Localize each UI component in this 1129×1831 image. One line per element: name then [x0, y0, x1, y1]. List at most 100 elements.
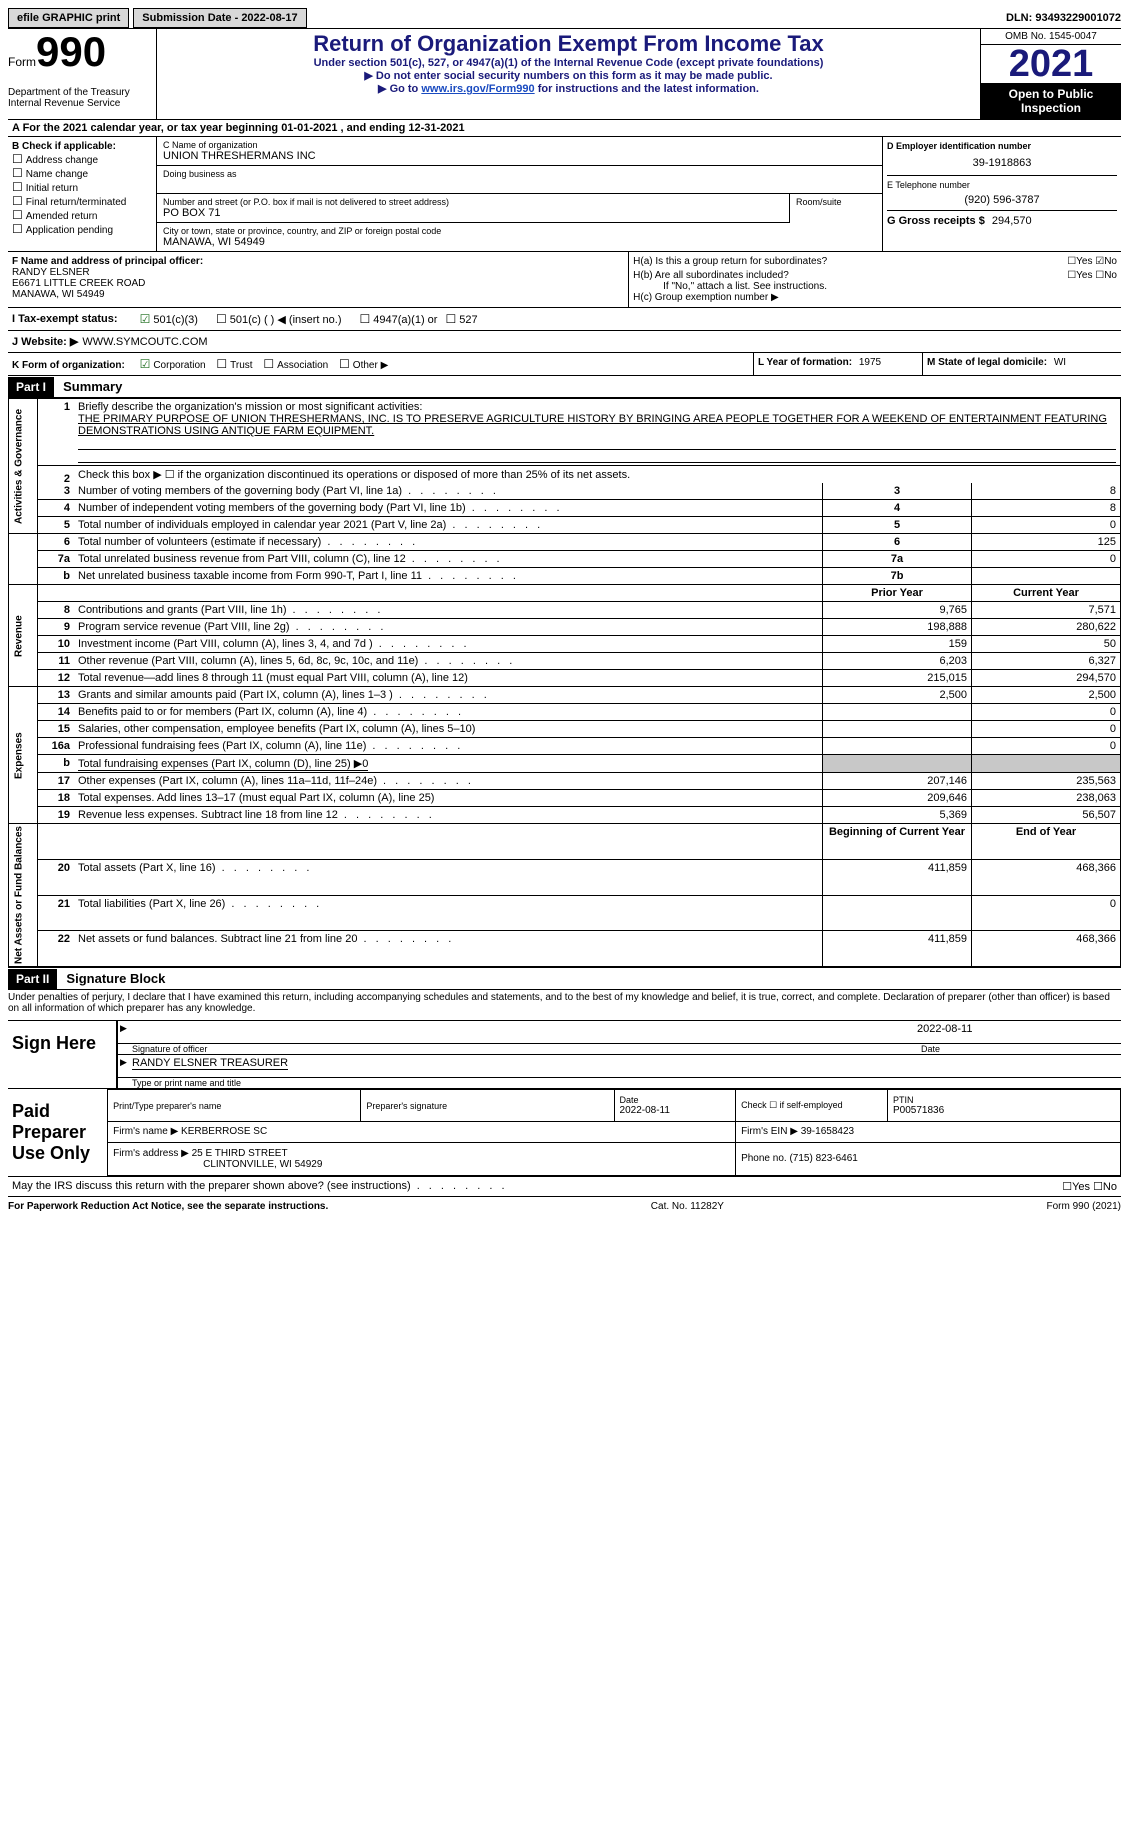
hb-note: If "No," attach a list. See instructions… — [633, 281, 1117, 292]
part2-title: Signature Block — [60, 968, 171, 989]
end-year-header: End of Year — [972, 824, 1121, 860]
part1-title: Summary — [57, 376, 128, 397]
sig-officer-label: Signature of officer — [132, 1044, 921, 1054]
form-number: 990 — [36, 28, 106, 75]
paperwork-notice: For Paperwork Reduction Act Notice, see … — [8, 1201, 328, 1212]
website-value: WWW.SYMCOUTC.COM — [82, 336, 207, 348]
501c3-checkbox[interactable]: 501(c)(3) — [140, 312, 198, 326]
vlabel-revenue: Revenue — [9, 585, 38, 687]
room-label: Room/suite — [796, 197, 876, 207]
vlabel-governance: Activities & Governance — [9, 399, 38, 534]
prep-name-label: Print/Type preparer's name — [113, 1101, 355, 1111]
firm-ein-label: Firm's EIN ▶ — [741, 1126, 801, 1137]
current-year-header: Current Year — [972, 585, 1121, 602]
efile-print-button[interactable]: efile GRAPHIC print — [8, 8, 129, 28]
ha-yes-no: ☐Yes ☑No — [1067, 256, 1117, 267]
gov-3-text: Number of voting members of the governin… — [74, 483, 823, 500]
street-label: Number and street (or P.O. box if mail i… — [163, 197, 783, 207]
paid-preparer-label: Paid Preparer Use Only — [8, 1089, 107, 1176]
col-b-label: B Check if applicable: — [12, 141, 148, 152]
street-address: PO BOX 71 — [163, 207, 783, 219]
firm-phone-label: Phone no. — [741, 1153, 789, 1164]
prep-sig-label: Preparer's signature — [366, 1101, 608, 1111]
gross-receipts-label: G Gross receipts $ — [887, 215, 988, 227]
form-subtitle: Under section 501(c), 527, or 4947(a)(1)… — [163, 57, 974, 69]
officer-label: F Name and address of principal officer: — [12, 256, 203, 267]
form-footer: Form 990 (2021) — [1047, 1201, 1121, 1212]
discuss-question: May the IRS discuss this return with the… — [12, 1180, 508, 1193]
org-name-label: C Name of organization — [163, 140, 876, 150]
website-label: J Website: ▶ — [12, 335, 78, 348]
irs-link[interactable]: www.irs.gov/Form990 — [421, 83, 534, 95]
firm-name: KERBERROSE SC — [181, 1126, 267, 1137]
tax-status-label: I Tax-exempt status: — [12, 313, 118, 325]
line1-num: 1 — [38, 399, 75, 466]
form-title: Return of Organization Exempt From Incom… — [163, 31, 974, 57]
trust-checkbox[interactable]: Trust — [216, 360, 252, 371]
check-address-change[interactable]: Address change — [12, 152, 152, 166]
mission-text: THE PRIMARY PURPOSE OF UNION THRESHERMAN… — [78, 413, 1107, 437]
instr-no-ssn: ▶ Do not enter social security numbers o… — [163, 69, 974, 82]
city-label: City or town, state or province, country… — [163, 226, 876, 236]
part1-header: Part I — [8, 377, 54, 397]
hb-label: H(b) Are all subordinates included? — [633, 270, 789, 281]
line1-label: Briefly describe the organization's miss… — [78, 401, 422, 413]
submission-date-button[interactable]: Submission Date - 2022-08-17 — [133, 8, 306, 28]
check-name-change[interactable]: Name change — [12, 166, 152, 180]
dept-label: Department of the Treasury Internal Reve… — [8, 87, 148, 109]
assoc-checkbox[interactable]: Association — [263, 360, 328, 371]
year-formation-label: L Year of formation: — [758, 357, 855, 368]
ha-label: H(a) Is this a group return for subordin… — [633, 256, 827, 267]
telephone-label: E Telephone number — [887, 180, 1117, 190]
check-amended-return[interactable]: Amended return — [12, 208, 152, 222]
officer-addr2: MANAWA, WI 54949 — [12, 289, 624, 300]
org-name: UNION THRESHERMANS INC — [163, 150, 876, 162]
sig-date-label: Date — [921, 1044, 1121, 1054]
ein-label: D Employer identification number — [887, 141, 1113, 151]
hb-yes-no: ☐Yes ☐No — [1067, 270, 1117, 281]
begin-year-header: Beginning of Current Year — [823, 824, 972, 860]
part2-header: Part II — [8, 969, 57, 989]
discuss-yes-no: ☐Yes ☐No — [1062, 1180, 1117, 1193]
form-word: Form — [8, 55, 36, 69]
501c-checkbox[interactable]: 501(c) ( ) ◀ (insert no.) — [216, 312, 342, 326]
sig-date: 2022-08-11 — [917, 1023, 1117, 1041]
line2-text: Check this box ▶ ☐ if the organization d… — [74, 466, 1121, 484]
firm-addr-label: Firm's address ▶ — [113, 1148, 192, 1159]
officer-typed-name: RANDY ELSNER TREASURER — [132, 1057, 288, 1070]
year-formation: 1975 — [859, 357, 881, 368]
line2-num: 23 — [38, 466, 75, 500]
gross-receipts-value: 294,570 — [992, 215, 1032, 227]
instr-goto-pre: ▶ Go to — [378, 83, 421, 95]
state-domicile: WI — [1054, 357, 1066, 368]
other-checkbox[interactable]: Other ▶ — [339, 360, 388, 371]
dln-label: DLN: 93493229001072 — [1006, 12, 1121, 24]
4947-checkbox[interactable]: 4947(a)(1) or — [359, 312, 437, 326]
firm-addr: 25 E THIRD STREET — [192, 1148, 288, 1159]
527-checkbox[interactable]: 527 — [445, 312, 477, 326]
open-inspection-badge: Open to Public Inspection — [981, 83, 1121, 119]
dba-label: Doing business as — [163, 169, 876, 179]
firm-phone: (715) 823-6461 — [789, 1153, 857, 1164]
check-final-return-terminated[interactable]: Final return/terminated — [12, 194, 152, 208]
tax-year: 2021 — [981, 45, 1121, 83]
officer-name-label: Type or print name and title — [118, 1078, 1121, 1088]
prior-year-header: Prior Year — [823, 585, 972, 602]
cat-number: Cat. No. 11282Y — [651, 1201, 724, 1212]
vlabel-netassets: Net Assets or Fund Balances — [9, 824, 38, 967]
firm-name-label: Firm's name ▶ — [113, 1126, 181, 1137]
state-domicile-label: M State of legal domicile: — [927, 357, 1050, 368]
prep-self-employed: Check ☐ if self-employed — [741, 1100, 882, 1111]
perjury-declaration: Under penalties of perjury, I declare th… — [8, 990, 1121, 1020]
officer-name: RANDY ELSNER — [12, 267, 624, 278]
sign-here-label: Sign Here — [8, 1021, 116, 1088]
corp-checkbox[interactable]: Corporation — [140, 360, 206, 371]
officer-addr1: E6671 LITTLE CREEK ROAD — [12, 278, 624, 289]
check-application-pending[interactable]: Application pending — [12, 222, 152, 236]
instr-goto-post: for instructions and the latest informat… — [535, 83, 759, 95]
vlabel-expenses: Expenses — [9, 687, 38, 824]
check-initial-return[interactable]: Initial return — [12, 180, 152, 194]
form-org-label: K Form of organization: — [12, 360, 125, 371]
firm-ein: 39-1658423 — [801, 1126, 854, 1137]
prep-date-label: Date — [620, 1095, 731, 1105]
